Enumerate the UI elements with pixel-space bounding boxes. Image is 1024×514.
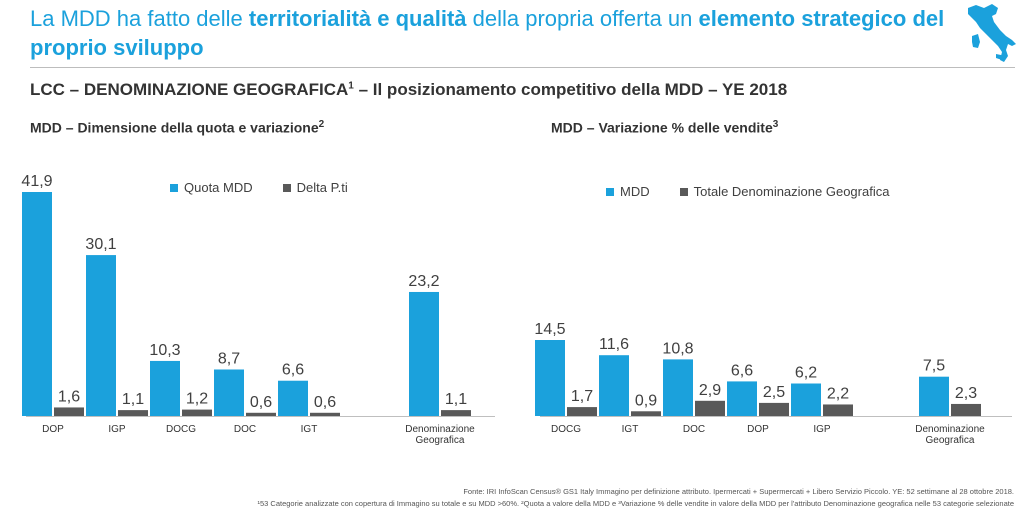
title-text-1: La MDD ha fatto delle (30, 6, 249, 31)
left-chart-title-text: MDD – Dimensione della quota e variazion… (30, 119, 319, 136)
title-bold-1: territorialità e qualità (248, 6, 467, 31)
right-bar-secondary-5 (951, 403, 981, 416)
left-value-label-primary-4: 6,6 (282, 362, 304, 379)
left-chart-legend: Quota MDD Delta P.ti (170, 180, 348, 195)
left-category-label-5-line1: Geografica (416, 435, 465, 446)
left-value-label-primary-5: 23,2 (408, 273, 439, 290)
right-chart-title: MDD – Variazione % delle vendite3 (551, 119, 778, 136)
legend-label-mdd: MDD (620, 184, 650, 199)
right-value-label-primary-5: 7,5 (923, 358, 945, 375)
footnote-source: Fonte: IRI InfoScan Census® GS1 Italy Im… (463, 487, 1014, 496)
right-category-label-1: IGT (622, 424, 639, 435)
left-bar-primary-3 (214, 369, 244, 416)
left-chart-title-sup: 2 (318, 119, 325, 130)
left-value-label-secondary-1: 1,1 (122, 391, 144, 408)
right-value-label-secondary-3: 2,5 (763, 384, 785, 401)
legend-label-delta-pti: Delta P.ti (296, 180, 348, 195)
left-value-label-primary-1: 30,1 (85, 236, 116, 253)
right-value-label-primary-2: 10,8 (662, 340, 693, 357)
right-category-label-5-line0: Denominazione (915, 424, 985, 435)
left-category-label-2: DOCG (166, 424, 196, 435)
left-value-label-primary-2: 10,3 (149, 342, 180, 359)
section-subtitle: LCC – DENOMINAZIONE GEOGRAFICA1 – Il pos… (30, 80, 787, 100)
right-category-label-4: IGP (813, 424, 831, 435)
right-bar-primary-4 (791, 383, 821, 416)
right-bar-secondary-4 (823, 404, 853, 416)
left-value-label-secondary-3: 0,6 (250, 394, 272, 411)
right-category-label-2: DOC (683, 424, 705, 435)
right-value-label-primary-0: 14,5 (534, 321, 565, 338)
left-value-label-secondary-5: 1,1 (445, 391, 467, 408)
right-bar-primary-2 (663, 359, 693, 416)
left-category-label-5-line0: Denominazione (405, 424, 475, 435)
subtitle-footnote-ref: 1 (348, 80, 354, 92)
left-bar-primary-4 (278, 380, 308, 416)
left-bar-secondary-4 (310, 412, 340, 416)
right-value-label-primary-1: 11,6 (599, 336, 629, 353)
left-bar-secondary-5 (441, 410, 471, 416)
right-chart-legend: MDD Totale Denominazione Geografica (606, 184, 889, 199)
right-value-label-secondary-4: 2,2 (827, 385, 849, 402)
right-bar-secondary-0 (567, 407, 597, 416)
legend-swatch-quota-mdd (170, 183, 178, 192)
subtitle-rest: – Il posizionamento competitivo della MD… (353, 80, 788, 99)
right-chart-title-sup: 3 (772, 119, 779, 130)
right-chart-title-text: MDD – Variazione % delle vendite (551, 119, 773, 136)
page-title: La MDD ha fatto delle territorialità e q… (30, 4, 960, 62)
left-category-label-3: DOC (234, 424, 256, 435)
left-bar-secondary-3 (246, 412, 276, 416)
right-category-label-0: DOCG (551, 424, 581, 435)
left-bar-secondary-2 (182, 409, 212, 416)
right-value-label-primary-3: 6,6 (731, 362, 753, 379)
legend-label-totale: Totale Denominazione Geografica (693, 184, 890, 199)
right-bar-primary-1 (599, 355, 629, 416)
right-bar-secondary-2 (695, 400, 725, 416)
italy-map-icon (968, 4, 1016, 62)
left-bar-secondary-1 (118, 410, 148, 416)
left-bar-primary-1 (86, 255, 116, 416)
right-category-label-5-line1: Geografica (926, 435, 975, 446)
right-bar-secondary-1 (631, 411, 661, 416)
right-value-label-secondary-5: 2,3 (955, 385, 977, 402)
footnote-notes: ¹53 Categorie analizzate con copertura d… (257, 499, 1015, 508)
right-bar-primary-3 (727, 381, 757, 416)
subtitle-text: LCC – DENOMINAZIONE GEOGRAFICA (30, 80, 349, 99)
title-divider (30, 67, 1015, 68)
legend-swatch-mdd (606, 187, 614, 196)
left-bar-secondary-0 (54, 407, 84, 416)
right-value-label-primary-4: 6,2 (795, 365, 817, 382)
legend-swatch-delta-pti (282, 183, 291, 192)
left-category-label-4: IGT (301, 424, 318, 435)
left-bar-primary-0 (22, 192, 52, 416)
left-value-label-secondary-0: 1,6 (58, 388, 80, 405)
left-value-label-secondary-4: 0,6 (314, 394, 336, 411)
right-category-label-3: DOP (747, 424, 769, 435)
right-bar-primary-5 (919, 376, 949, 416)
legend-label-quota-mdd: Quota MDD (184, 180, 253, 195)
right-bar-primary-0 (535, 340, 565, 416)
left-bar-primary-2 (150, 360, 180, 416)
left-value-label-primary-0: 41,9 (21, 173, 52, 190)
title-bold-2: elemento strategico del proprio sviluppo (30, 6, 945, 60)
left-category-label-0: DOP (42, 424, 64, 435)
left-category-label-1: IGP (108, 424, 126, 435)
right-bar-secondary-3 (759, 402, 789, 416)
left-bar-primary-5 (409, 291, 439, 416)
right-value-label-secondary-2: 2,9 (699, 382, 721, 399)
left-chart-title: MDD – Dimensione della quota e variazion… (30, 119, 324, 136)
right-value-label-secondary-0: 1,7 (571, 388, 593, 405)
left-value-label-primary-3: 8,7 (218, 350, 240, 367)
left-value-label-secondary-2: 1,2 (186, 391, 208, 408)
right-value-label-secondary-1: 0,9 (635, 392, 657, 409)
legend-swatch-totale (679, 187, 688, 196)
title-text-2: della propria offerta un (466, 6, 699, 31)
